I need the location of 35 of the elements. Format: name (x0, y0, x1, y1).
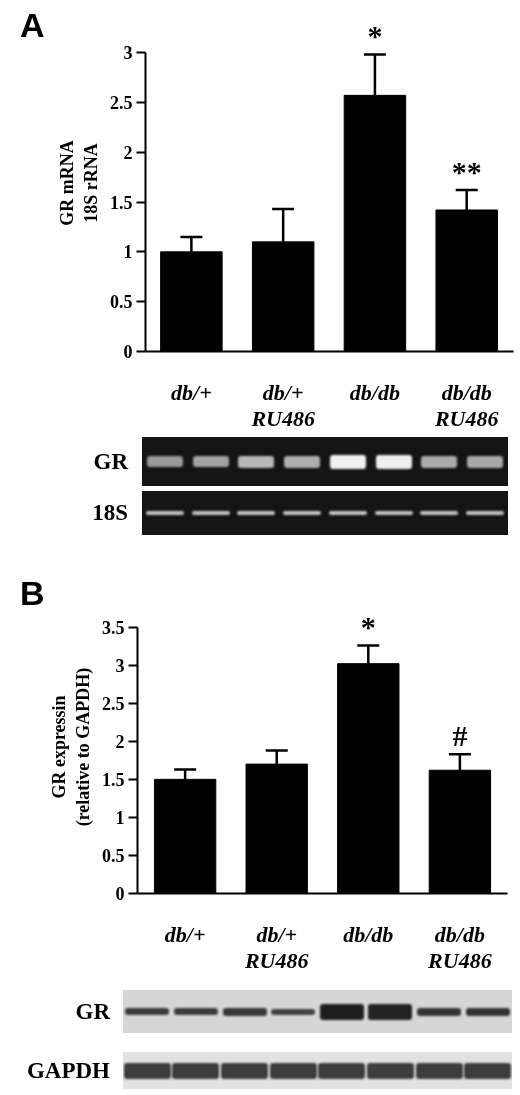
y-tick-label: 2.5 (110, 92, 133, 113)
y-tick-label: 3 (115, 655, 125, 676)
y-axis-title: GR expressin (relative to GAPDH) (49, 667, 94, 827)
y-tick-label: 2 (115, 731, 125, 752)
y-tick-label: 3 (123, 43, 133, 63)
annotation: # (452, 719, 468, 753)
y-tick-label: 1 (123, 242, 133, 263)
y-tick-label: 1.5 (102, 769, 125, 790)
x-tick-label: db/+ (171, 379, 212, 405)
text: 18S (92, 499, 128, 527)
text: GR (93, 448, 128, 476)
annotation: ** (451, 155, 482, 189)
y-tick-label: 2.5 (102, 693, 125, 714)
x-tick-label: db/db (343, 921, 394, 947)
y-tick-label: 1 (115, 807, 125, 828)
x-tick-label: db/+ RU486 (250, 379, 315, 431)
chart-title: B (20, 574, 45, 612)
chart-title: A (20, 6, 45, 44)
x-tick-label: db/db RU486 (433, 379, 499, 431)
y-tick-label: 0.5 (102, 845, 125, 866)
annotation: * (367, 19, 383, 53)
y-axis-title: GR mRNA 18S rRNA (57, 140, 101, 226)
y-tick-label: 2 (123, 142, 133, 163)
y-tick-label: 0 (115, 884, 125, 904)
x-tick-label: db/db RU486 (427, 921, 492, 973)
text: GR (75, 998, 110, 1026)
y-tick-label: 0 (123, 342, 133, 362)
x-tick-label: db/+ (164, 921, 206, 947)
y-tick-label: 3.5 (102, 617, 125, 638)
annotation: * (360, 610, 376, 644)
y-tick-label: 1.5 (110, 192, 133, 213)
y-tick-label: 0.5 (110, 292, 133, 313)
x-tick-label: db/db (349, 379, 400, 405)
x-tick-label: db/+ RU486 (243, 921, 309, 973)
text: GAPDH (26, 1057, 110, 1085)
